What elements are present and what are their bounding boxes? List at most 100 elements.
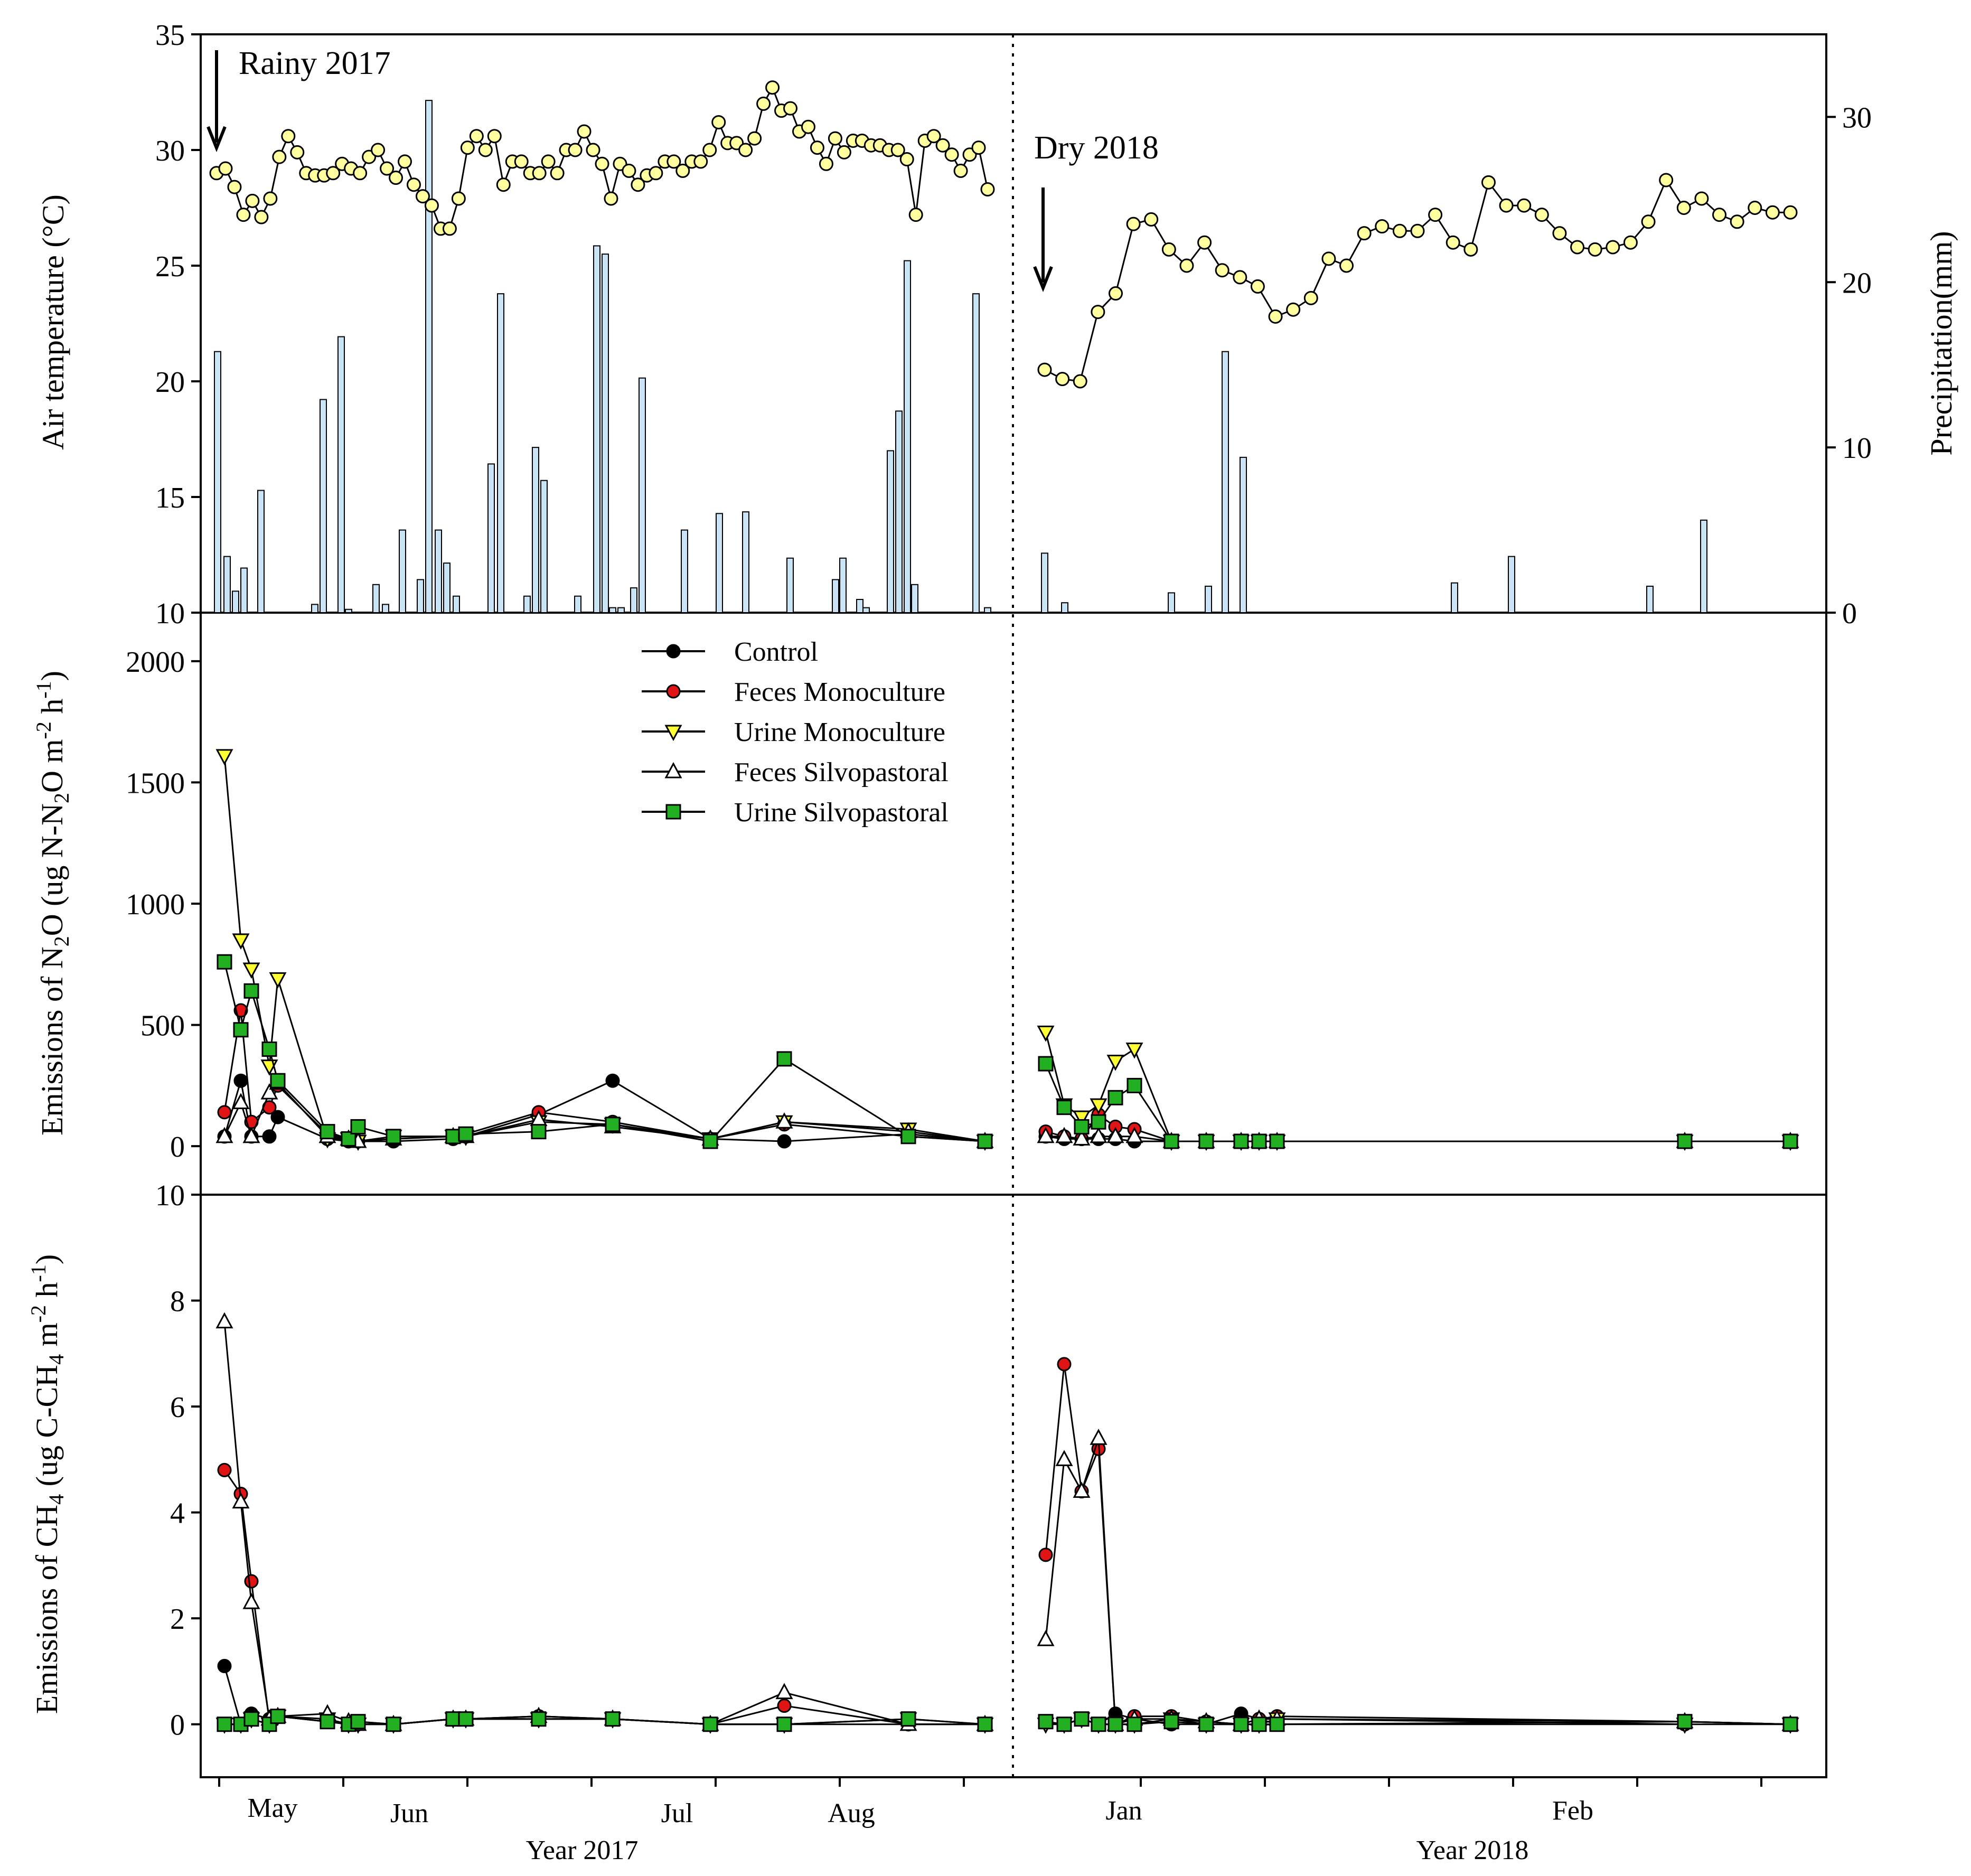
data-point <box>531 1711 547 1727</box>
data-point <box>1091 1114 1106 1130</box>
temperature-point <box>532 166 547 181</box>
precip-bar <box>214 351 221 614</box>
data-point <box>1677 1714 1693 1730</box>
data-point <box>702 1716 718 1732</box>
data-point <box>260 1083 278 1100</box>
precip-bar <box>856 598 864 614</box>
precip-bar <box>716 513 723 613</box>
y-tick-label: 1500 <box>126 767 185 800</box>
precip-bar <box>345 608 352 613</box>
precip-bar <box>630 587 637 613</box>
precip-bar <box>972 293 980 613</box>
temperature-point <box>1552 226 1567 241</box>
temperature-point <box>1676 201 1691 215</box>
temperature-point <box>926 129 941 144</box>
precip-bar <box>425 100 433 613</box>
y-tick-label: 20 <box>155 366 185 399</box>
temperature-point <box>595 156 609 171</box>
legend-label: Feces Monoculture <box>734 677 945 707</box>
series-line <box>223 961 986 1142</box>
y-axis-label-n2o: Emissions of N2O (ug N-N2O m-2 h-1) <box>32 671 73 1136</box>
data-point <box>977 1716 993 1732</box>
data-point <box>1677 1133 1693 1149</box>
temperature-point <box>1588 242 1602 257</box>
data-point <box>386 1716 401 1732</box>
data-point <box>232 1093 250 1110</box>
data-point <box>776 1051 792 1067</box>
series-line <box>223 1010 986 1142</box>
data-point <box>215 749 233 766</box>
precip-bar <box>497 293 504 613</box>
data-point <box>1055 1450 1073 1466</box>
arrow-rainy-head <box>207 126 227 153</box>
temperature-point <box>353 166 368 181</box>
precip-bar <box>593 245 600 613</box>
y2-tick-label: 20 <box>1842 267 1872 299</box>
data-point <box>217 1716 232 1732</box>
series-line <box>1045 1438 1791 1725</box>
data-point <box>605 1711 621 1727</box>
temperature-point <box>1534 208 1549 222</box>
data-point <box>233 1022 249 1038</box>
x-axis-label-2018: Year 2018 <box>1416 1835 1529 1865</box>
data-point <box>1782 1133 1798 1149</box>
temperature-point <box>1392 223 1407 238</box>
data-point <box>776 1716 792 1732</box>
temperature-point <box>398 154 412 169</box>
temperature-point <box>1410 223 1425 238</box>
data-point <box>242 1592 260 1609</box>
data-point <box>270 1073 286 1089</box>
temperature-point <box>236 208 251 222</box>
precip-bar <box>1240 456 1247 614</box>
data-point <box>269 972 287 989</box>
x-tick-label-feb: Feb <box>1552 1796 1593 1826</box>
data-point <box>244 1574 259 1589</box>
temperature-point <box>783 101 798 116</box>
series-line <box>223 1469 985 1725</box>
temperature-point <box>568 143 583 157</box>
data-point <box>605 1073 620 1088</box>
data-point <box>320 1124 335 1140</box>
temperature-point <box>1091 305 1105 320</box>
y-tick-label: 15 <box>155 482 185 514</box>
temperature-point <box>980 182 995 196</box>
precip-bar <box>311 604 318 614</box>
data-point <box>1127 1716 1142 1732</box>
legend-marker <box>664 725 682 742</box>
data-point <box>1127 1077 1142 1093</box>
series-line <box>223 1321 985 1725</box>
data-point <box>1073 1129 1091 1146</box>
temperature-point <box>944 147 959 162</box>
legend-label: Control <box>734 637 818 667</box>
temperature-point <box>272 149 287 164</box>
legend-label: Feces Silvopastoral <box>734 757 949 787</box>
data-point <box>458 1126 474 1142</box>
temperature-point <box>586 143 600 157</box>
temperature-point <box>1463 242 1478 257</box>
precip-bar <box>240 567 248 613</box>
data-point <box>1106 1127 1124 1143</box>
data-point <box>1074 1119 1090 1134</box>
temperature-point <box>1659 173 1674 187</box>
precip-bar <box>832 579 839 614</box>
y2-tick-label: 30 <box>1842 101 1872 134</box>
data-point <box>270 1110 285 1124</box>
data-point <box>232 1492 250 1509</box>
y-axis-label-ch4: Emissions of CH4 (ug C-CH4 m-2 h-1) <box>26 1254 68 1714</box>
data-point <box>243 983 259 999</box>
temperature-point <box>738 143 753 157</box>
data-point <box>215 1312 233 1329</box>
y2-tick-label: 10 <box>1842 432 1872 465</box>
series-line <box>223 1666 985 1726</box>
precip-bar <box>399 529 406 613</box>
temperature-point <box>1375 219 1390 234</box>
temperature-point <box>1606 240 1620 255</box>
temperature-point <box>1303 290 1318 305</box>
temperature-point <box>1321 251 1336 266</box>
data-point <box>1198 1716 1214 1732</box>
precip-bar <box>887 450 894 614</box>
temperature-point <box>756 96 771 111</box>
precip-bar <box>1041 552 1048 614</box>
temperature-point <box>496 177 511 192</box>
data-point <box>458 1711 474 1727</box>
